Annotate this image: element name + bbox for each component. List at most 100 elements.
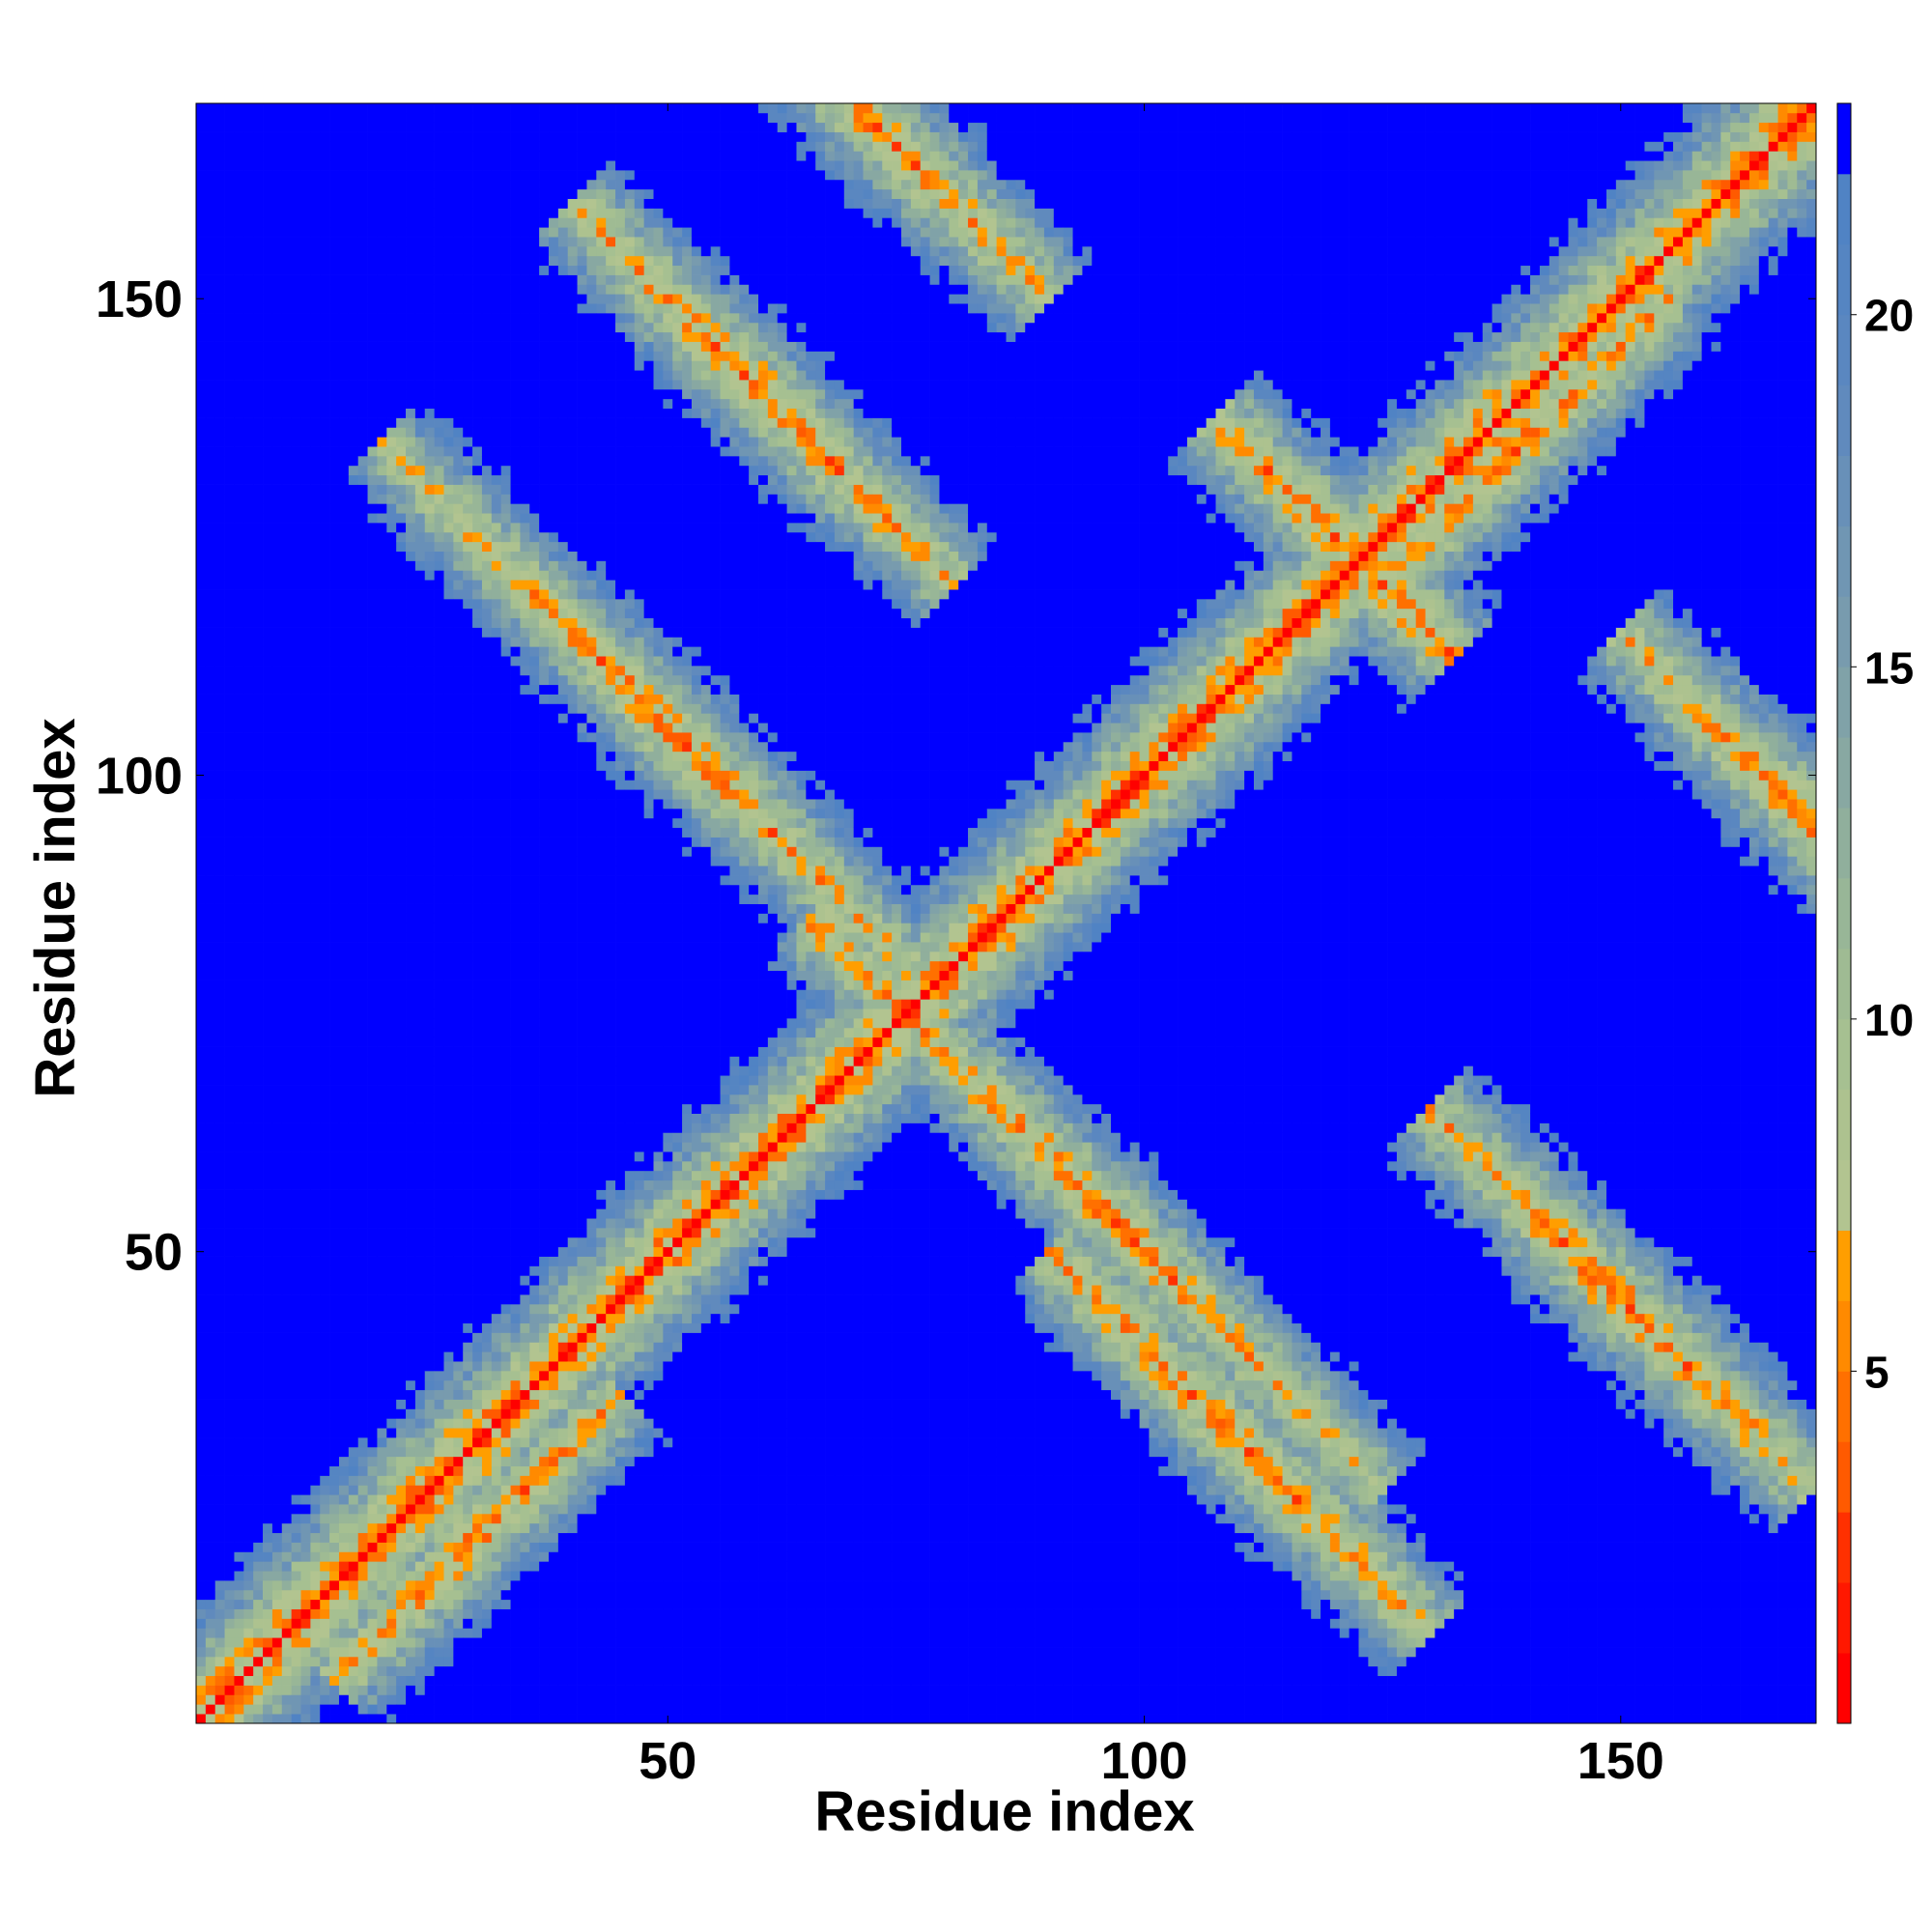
heatmap-cell	[214, 1637, 225, 1648]
heatmap-cell	[271, 1246, 283, 1257]
heatmap-cell	[396, 245, 407, 257]
heatmap-cell	[443, 923, 454, 933]
heatmap-cell	[253, 827, 264, 838]
heatmap-cell	[291, 217, 301, 228]
heatmap-cell	[453, 1561, 464, 1572]
heatmap-cell	[224, 1027, 235, 1038]
heatmap-cell	[291, 313, 301, 324]
heatmap-cell	[406, 1218, 416, 1229]
heatmap-cell	[263, 1037, 273, 1047]
heatmap-cell	[234, 245, 244, 257]
heatmap-cell	[271, 494, 283, 504]
heatmap-cell	[396, 265, 407, 275]
heatmap-cell	[263, 1389, 273, 1400]
heatmap-cell	[414, 1628, 426, 1638]
heatmap-cell	[214, 1456, 225, 1466]
heatmap-cell	[414, 1532, 426, 1543]
heatmap-cell	[234, 570, 244, 581]
heatmap-cell	[463, 894, 473, 904]
heatmap-cell	[386, 1170, 397, 1181]
heatmap-cell	[357, 265, 368, 275]
heatmap-cell	[271, 255, 283, 267]
heatmap-cell	[443, 217, 454, 228]
heatmap-cell	[271, 1199, 283, 1209]
heatmap-cell	[214, 1275, 225, 1286]
heatmap-cell	[338, 170, 350, 181]
heatmap-cell	[443, 789, 454, 800]
heatmap-cell	[281, 227, 292, 238]
heatmap-cell	[310, 265, 321, 275]
heatmap-cell	[291, 331, 301, 342]
heatmap-cell	[291, 703, 301, 714]
heatmap-cell	[414, 1218, 426, 1229]
heatmap-cell	[263, 894, 273, 904]
heatmap-cell	[434, 570, 444, 581]
heatmap-cell	[396, 1037, 407, 1047]
heatmap-cell	[443, 894, 454, 904]
heatmap-cell	[253, 1037, 264, 1047]
heatmap-cell	[463, 837, 473, 847]
heatmap-cell	[224, 1714, 235, 1724]
heatmap-cell	[329, 884, 340, 895]
heatmap-cell	[377, 151, 387, 161]
heatmap-cell	[443, 1361, 454, 1372]
heatmap-cell	[434, 846, 444, 857]
heatmap-cell	[253, 1551, 264, 1562]
heatmap-cell	[406, 551, 416, 561]
heatmap-cell	[406, 331, 416, 342]
heatmap-cell	[348, 1065, 359, 1076]
heatmap-cell	[243, 1018, 254, 1029]
heatmap-cell	[263, 341, 273, 352]
heatmap-cell	[406, 1628, 416, 1638]
heatmap-cell	[271, 103, 283, 114]
heatmap-cell	[453, 875, 464, 886]
heatmap-cell	[396, 1428, 407, 1438]
heatmap-cell	[320, 1714, 330, 1724]
heatmap-cell	[291, 1656, 301, 1667]
heatmap-cell	[214, 1208, 225, 1219]
heatmap-cell	[463, 570, 473, 581]
heatmap-cell	[377, 1599, 387, 1609]
heatmap-cell	[424, 1522, 435, 1534]
heatmap-cell	[377, 932, 387, 943]
heatmap-cell	[443, 417, 454, 428]
heatmap-cell	[377, 1437, 387, 1448]
heatmap-cell	[348, 331, 359, 342]
heatmap-cell	[291, 694, 301, 704]
heatmap-cell	[310, 1446, 321, 1458]
heatmap-cell	[234, 1428, 244, 1438]
heatmap-cell	[205, 1294, 216, 1305]
heatmap-cell	[234, 380, 244, 390]
heatmap-cell	[396, 1599, 407, 1609]
heatmap-cell	[443, 1513, 454, 1524]
heatmap-cell	[414, 1485, 426, 1495]
heatmap-cell	[224, 322, 235, 333]
heatmap-cell	[234, 760, 244, 771]
heatmap-cell	[348, 141, 359, 152]
heatmap-cell	[338, 1142, 350, 1152]
heatmap-cell	[357, 580, 368, 590]
heatmap-cell	[386, 112, 397, 124]
heatmap-cell	[406, 751, 416, 762]
heatmap-cell	[424, 494, 435, 504]
heatmap-cell	[271, 770, 283, 781]
heatmap-cell	[310, 674, 321, 686]
heatmap-cell	[329, 770, 340, 781]
heatmap-cell	[281, 903, 292, 914]
heatmap-cell	[281, 1294, 292, 1305]
heatmap-cell	[310, 1228, 321, 1238]
heatmap-cell	[424, 351, 435, 361]
heatmap-cell	[310, 1589, 321, 1601]
heatmap-cell	[367, 1094, 378, 1105]
heatmap-cell	[406, 1085, 416, 1095]
heatmap-cell	[224, 303, 235, 314]
heatmap-cell	[243, 227, 254, 238]
heatmap-cell	[434, 760, 444, 771]
heatmap-cell	[338, 1561, 350, 1572]
heatmap-cell	[271, 503, 283, 514]
heatmap-cell	[224, 1551, 235, 1562]
heatmap-cell	[300, 942, 311, 952]
heatmap-cell	[300, 703, 311, 714]
heatmap-cell	[329, 1256, 340, 1266]
heatmap-cell	[300, 351, 311, 361]
